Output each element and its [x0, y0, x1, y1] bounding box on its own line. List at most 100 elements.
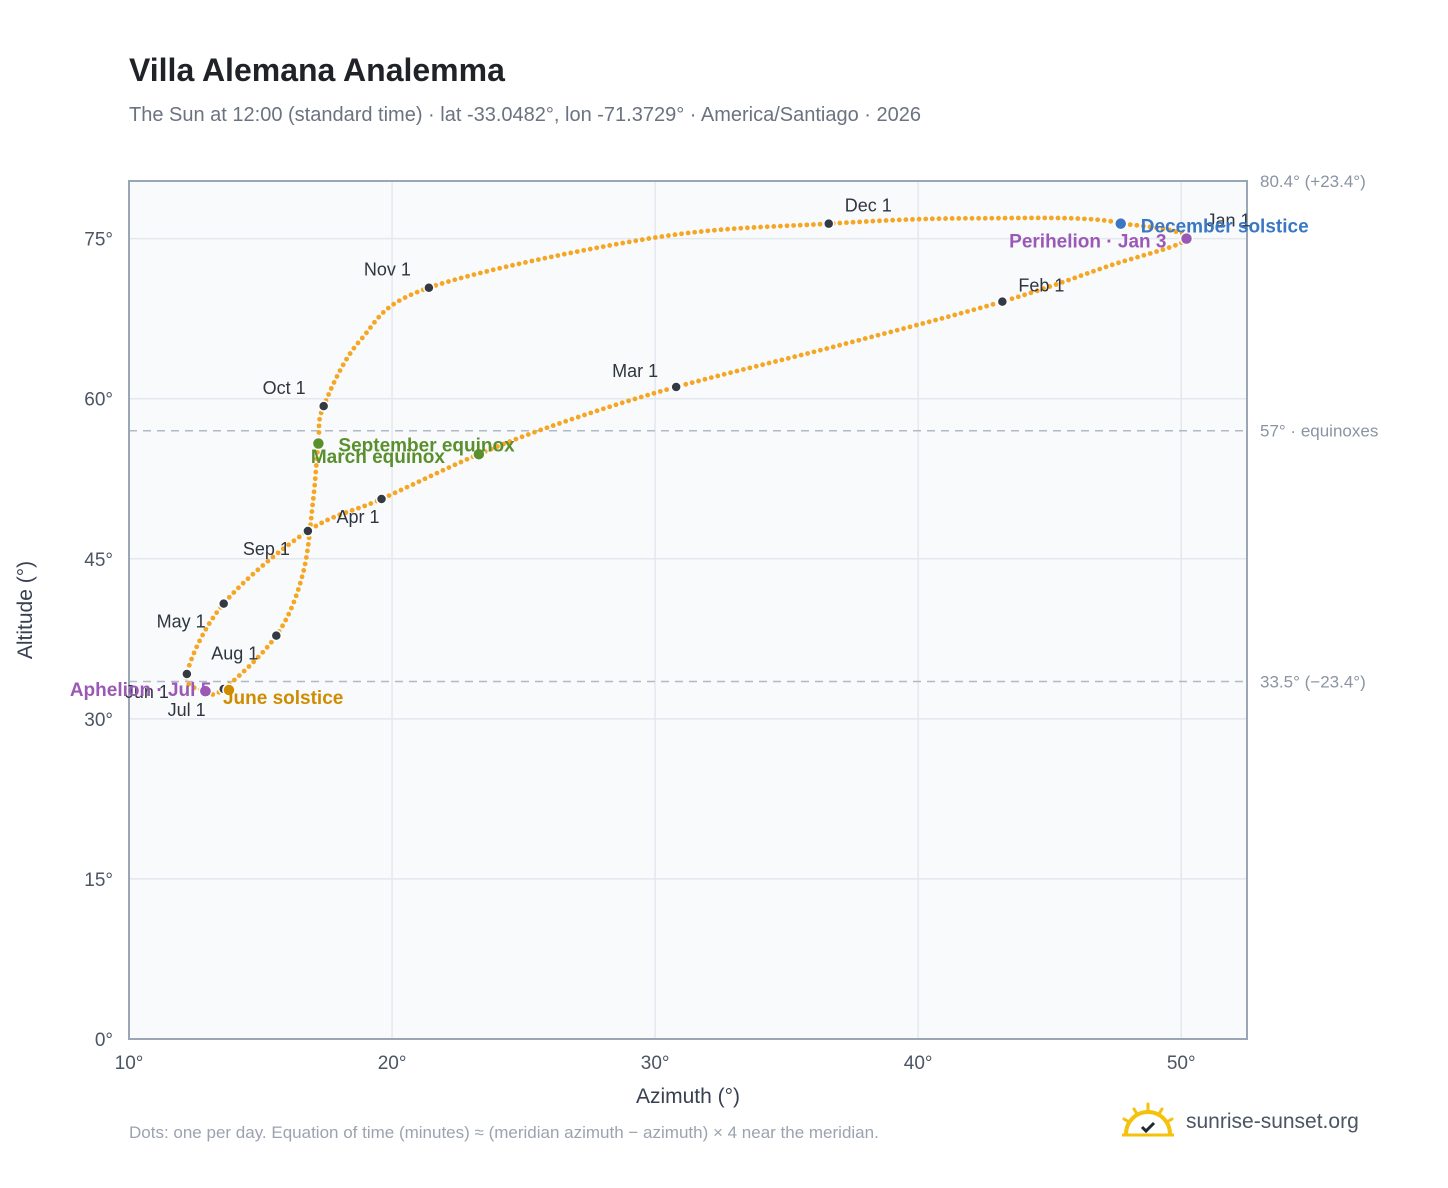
day-point — [837, 342, 842, 348]
event-marker — [472, 447, 486, 461]
day-point — [268, 639, 274, 645]
day-point — [632, 396, 638, 402]
day-point — [326, 392, 331, 397]
day-point — [319, 520, 325, 526]
day-point — [428, 473, 434, 479]
day-point — [916, 216, 922, 222]
day-point — [260, 649, 266, 655]
chart-title: Villa Alemana Analemma — [129, 52, 505, 88]
day-point — [246, 664, 252, 669]
day-point — [721, 371, 727, 377]
month-marker — [822, 217, 835, 230]
day-point — [1009, 215, 1015, 221]
y-tick-label: 15° — [84, 870, 113, 891]
day-point — [696, 378, 701, 384]
day-point — [452, 462, 458, 468]
day-point — [410, 482, 416, 487]
day-point — [296, 534, 302, 540]
day-point — [672, 232, 678, 238]
day-point — [464, 456, 470, 462]
day-point — [286, 611, 292, 617]
day-point — [280, 546, 286, 552]
x-tick-label: 40° — [904, 1053, 933, 1074]
event-marker — [311, 436, 326, 451]
day-point — [664, 387, 670, 393]
day-point — [913, 322, 919, 328]
day-point — [766, 360, 772, 366]
event-label: September equinox — [338, 436, 515, 457]
day-point — [1122, 258, 1128, 264]
day-point — [507, 439, 513, 444]
day-point — [402, 295, 408, 300]
day-point — [513, 436, 519, 442]
day-point — [734, 368, 740, 374]
day-point — [1109, 262, 1115, 268]
day-point — [982, 215, 988, 221]
day-point — [186, 662, 192, 668]
day-point — [316, 430, 322, 435]
day-point — [811, 222, 816, 227]
day-point — [563, 418, 569, 424]
day-point — [1101, 218, 1107, 223]
day-point — [779, 357, 785, 363]
day-point — [1173, 242, 1178, 248]
day-point — [452, 277, 458, 283]
day-point — [936, 216, 942, 222]
day-point — [542, 255, 548, 261]
day-point — [1059, 279, 1065, 285]
day-point — [956, 215, 962, 221]
day-point — [516, 261, 522, 267]
day-point — [404, 484, 410, 490]
day-point — [356, 505, 361, 511]
day-point — [186, 681, 192, 687]
day-point — [824, 346, 830, 351]
day-point — [679, 231, 684, 237]
day-point — [626, 398, 631, 404]
day-point — [1028, 290, 1034, 296]
day-point — [236, 585, 241, 591]
day-point — [698, 229, 704, 234]
day-point — [471, 272, 477, 277]
day-point — [1022, 215, 1028, 221]
day-point — [1082, 216, 1087, 222]
day-point — [837, 220, 843, 226]
day-point — [990, 301, 996, 307]
day-point — [705, 228, 711, 234]
x-tick-label: 30° — [641, 1053, 670, 1074]
day-point — [550, 423, 556, 428]
x-tick-label: 50° — [1167, 1053, 1196, 1074]
day-point — [255, 654, 261, 660]
day-point — [337, 512, 343, 518]
day-point — [535, 257, 541, 263]
day-point — [283, 617, 289, 623]
day-point — [310, 502, 315, 508]
day-point — [657, 389, 663, 394]
event-label: June solstice — [223, 688, 343, 709]
day-point — [325, 517, 330, 523]
reference-line-label: 33.5° (−23.4°) — [1260, 673, 1366, 692]
day-point — [804, 222, 810, 228]
day-point — [817, 221, 823, 227]
y-tick-label: 60° — [84, 390, 113, 411]
sun-logo-icon — [1122, 1102, 1174, 1137]
day-point — [740, 367, 746, 372]
day-point — [568, 250, 574, 256]
day-point — [280, 623, 285, 629]
day-point — [639, 237, 645, 243]
month-label: May 1 — [157, 612, 206, 632]
day-point — [1141, 252, 1147, 258]
day-point — [291, 599, 297, 605]
day-point — [862, 336, 868, 341]
day-point — [1167, 227, 1172, 233]
month-marker — [375, 493, 388, 505]
day-point — [434, 470, 440, 476]
day-point — [351, 345, 357, 351]
day-point — [856, 337, 862, 343]
day-point — [1154, 225, 1159, 231]
day-point — [317, 416, 322, 422]
day-point — [594, 245, 600, 251]
day-point — [331, 514, 337, 520]
brand[interactable]: sunrise-sunset.org — [1120, 1102, 1359, 1142]
chart-subtitle: The Sun at 12:00 (standard time) · lat -… — [129, 104, 922, 126]
